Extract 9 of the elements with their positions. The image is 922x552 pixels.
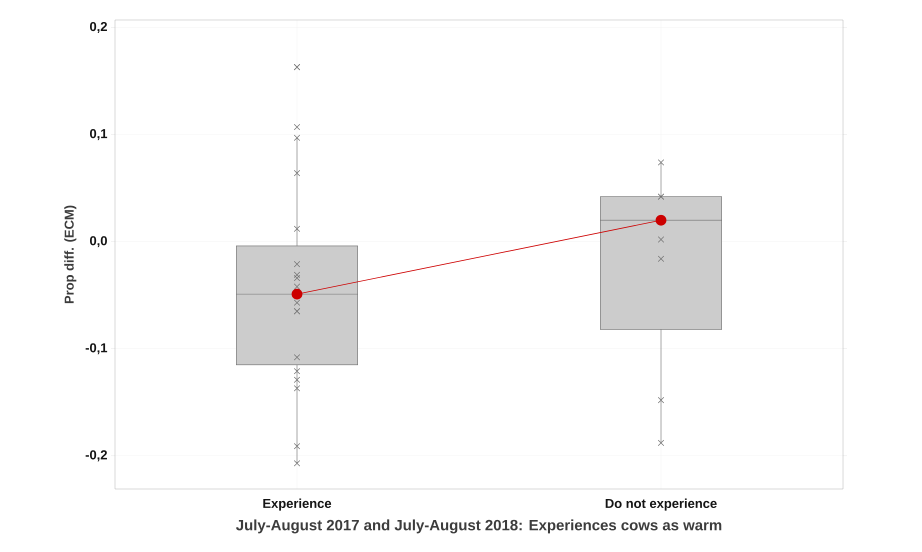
y-tick-label: 0,2 <box>90 22 107 34</box>
y-tick-label: 0,1 <box>90 129 108 140</box>
y-axis-title: Prop diff. (ECM) <box>64 206 76 304</box>
y-tick-label: -0,1 <box>86 343 108 354</box>
x-tick-label: Do not experience <box>606 498 717 511</box>
x-axis-title: July-August 2017 and July-August 2018: Experiences cows as warm <box>236 519 722 534</box>
y-tick-label: -0,2 <box>86 450 107 462</box>
y-tick-label: 0,0 <box>90 236 107 248</box>
x-tick-label: Experience <box>263 498 332 511</box>
